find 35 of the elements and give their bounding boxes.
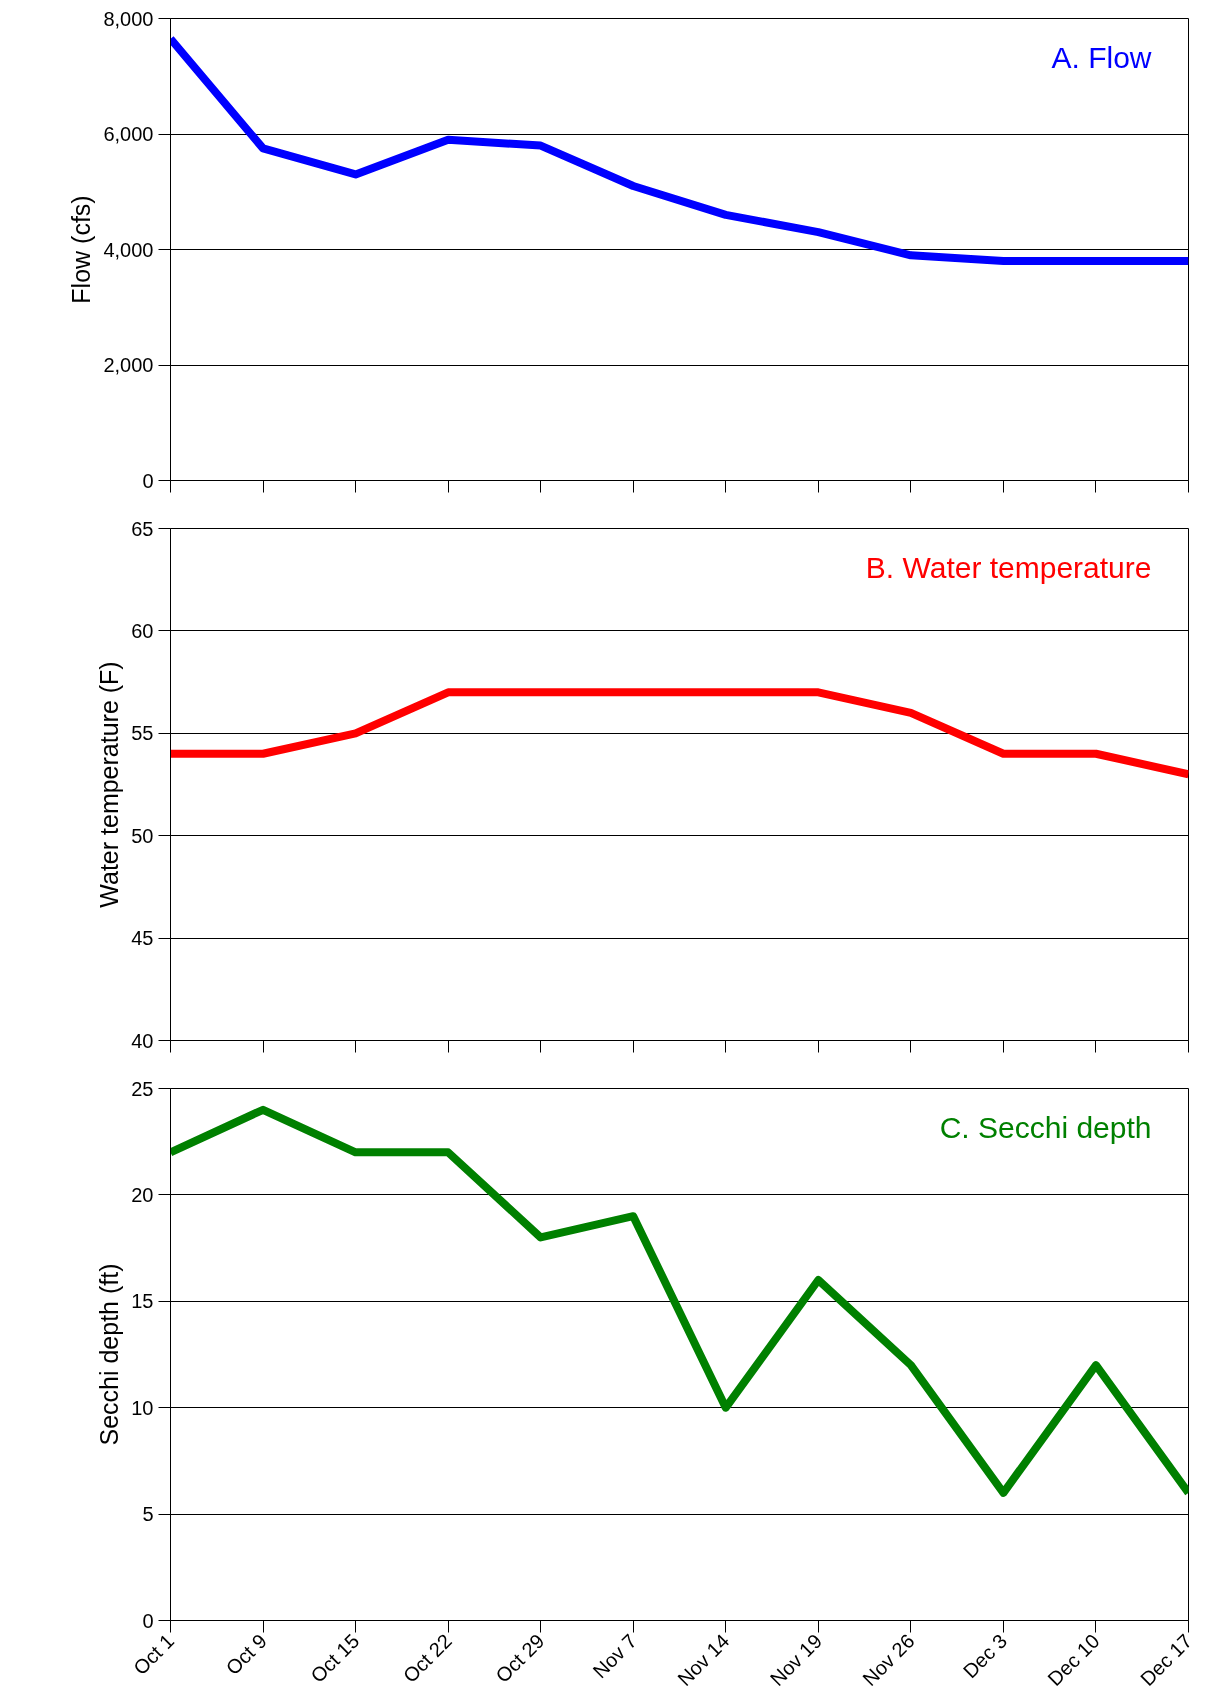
x-tick-label: Dec 10 bbox=[1043, 1629, 1104, 1691]
x-tick-label: Oct 1 bbox=[128, 1629, 179, 1680]
x-tick-label: Oct 9 bbox=[221, 1629, 271, 1680]
y-tick-label: 8,000 bbox=[103, 7, 154, 30]
y-tick-label: 15 bbox=[131, 1290, 154, 1313]
y-tick-label: 4,000 bbox=[103, 238, 154, 261]
x-tick-label: Dec 17 bbox=[1135, 1629, 1197, 1691]
y-tick-label: 45 bbox=[131, 927, 154, 950]
x-tick-label: Nov 26 bbox=[858, 1629, 919, 1691]
y-tick-label: 50 bbox=[131, 824, 154, 847]
x-tick-label: Dec 3 bbox=[958, 1629, 1012, 1683]
y-tick-label: 6,000 bbox=[103, 123, 154, 145]
x-tick-label: Nov 7 bbox=[588, 1629, 642, 1683]
y-tick-label: 0 bbox=[142, 469, 154, 492]
y-tick-label: 0 bbox=[142, 1609, 154, 1632]
y-axis-title: Flow (cfs) bbox=[67, 195, 96, 304]
x-tick-label: Nov 19 bbox=[765, 1629, 827, 1691]
y-tick-label: 65 bbox=[131, 517, 154, 540]
text: C. Secchi depth bbox=[939, 1110, 1152, 1144]
y-tick-label: 2,000 bbox=[103, 354, 154, 376]
y-tick-label: 60 bbox=[131, 619, 154, 642]
x-tick-label: Oct 22 bbox=[398, 1629, 456, 1687]
y-axis-title: Secchi depth (ft) bbox=[95, 1263, 124, 1446]
x-tick-label: Nov 14 bbox=[673, 1629, 734, 1691]
y-tick-label: 55 bbox=[131, 722, 154, 745]
x-tick-label: Oct 29 bbox=[491, 1629, 549, 1687]
x-tick-label: Oct 15 bbox=[306, 1629, 364, 1687]
y-axis-title: Water temperature (F) bbox=[95, 661, 124, 908]
y-tick-label: 10 bbox=[131, 1396, 154, 1419]
y-tick-label: 40 bbox=[131, 1029, 154, 1052]
y-tick-label: 25 bbox=[131, 1077, 154, 1100]
text: A. Flow bbox=[1051, 40, 1152, 74]
y-tick-label: 5 bbox=[142, 1503, 154, 1526]
y-tick-label: 20 bbox=[131, 1183, 154, 1206]
text: B. Water temperature bbox=[865, 550, 1152, 584]
